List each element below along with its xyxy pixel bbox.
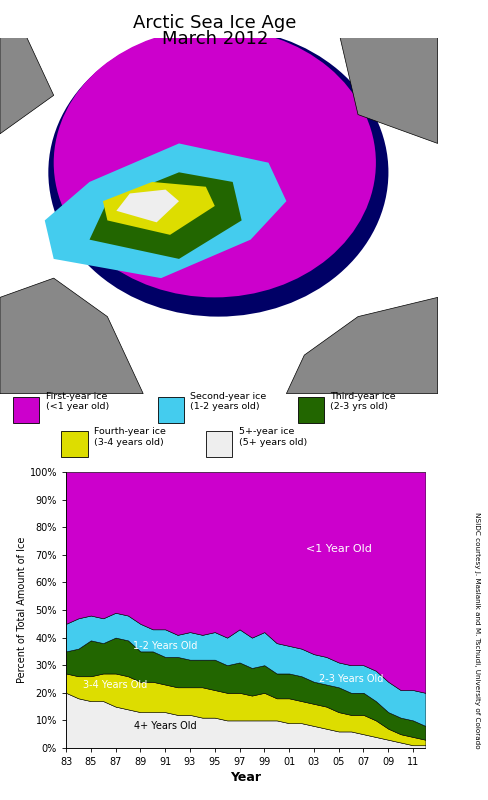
Y-axis label: Percent of Total Amount of Ice: Percent of Total Amount of Ice — [17, 537, 27, 683]
Polygon shape — [0, 38, 54, 134]
Polygon shape — [89, 172, 241, 259]
Text: Second-year ice
(1-2 years old): Second-year ice (1-2 years old) — [190, 392, 266, 411]
Polygon shape — [116, 190, 179, 222]
FancyBboxPatch shape — [157, 397, 183, 422]
Text: First-year ice
(<1 year old): First-year ice (<1 year old) — [46, 392, 109, 411]
FancyBboxPatch shape — [297, 397, 323, 422]
Text: NSIDC courtesy J. Maslanik and M. Tschudi, University of Colorado: NSIDC courtesy J. Maslanik and M. Tschud… — [473, 512, 479, 749]
Text: 4+ Years Old: 4+ Years Old — [134, 721, 196, 731]
Text: 3-4 Years Old: 3-4 Years Old — [83, 679, 147, 690]
Text: <1 Year Old: <1 Year Old — [305, 544, 371, 554]
Text: 2-3 Years Old: 2-3 Years Old — [318, 674, 383, 684]
Ellipse shape — [54, 28, 375, 298]
FancyBboxPatch shape — [61, 430, 87, 457]
Text: Third-year ice
(2-3 yrs old): Third-year ice (2-3 yrs old) — [330, 392, 395, 411]
Polygon shape — [286, 298, 437, 394]
FancyBboxPatch shape — [13, 397, 40, 422]
Text: March 2012: March 2012 — [162, 30, 268, 48]
Ellipse shape — [48, 28, 387, 317]
Text: 5+-year ice
(5+ years old): 5+-year ice (5+ years old) — [238, 427, 306, 446]
FancyBboxPatch shape — [205, 430, 231, 457]
Polygon shape — [102, 182, 214, 235]
Text: Arctic Sea Ice Age: Arctic Sea Ice Age — [133, 14, 296, 32]
Polygon shape — [340, 38, 437, 143]
Text: 1-2 Years Old: 1-2 Years Old — [133, 641, 197, 651]
Text: Fourth-year ice
(3-4 years old): Fourth-year ice (3-4 years old) — [94, 427, 165, 446]
X-axis label: Year: Year — [230, 771, 261, 784]
Polygon shape — [0, 278, 143, 394]
Polygon shape — [45, 143, 286, 278]
